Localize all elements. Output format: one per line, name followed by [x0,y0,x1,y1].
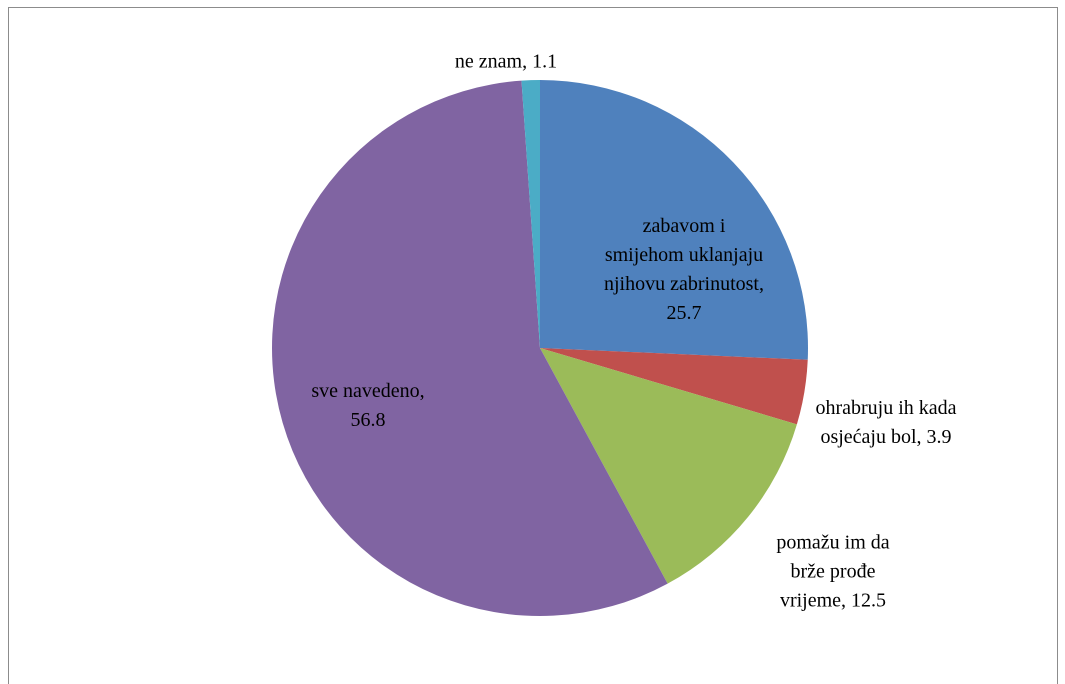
label-category: pomažu im da brže prođe vrijeme [776,531,890,612]
data-label: pomažu im da brže prođe vrijeme, 12.5 [766,529,901,616]
data-label: ne znam, 1.1 [455,48,557,77]
label-value: 3.9 [926,426,952,448]
pie-slice [540,348,808,425]
label-separator: , [522,50,533,73]
label-value: 25.7 [666,302,702,324]
data-label: ohrabruju ih kada osjećaju bol, 3.9 [811,394,961,452]
pie-slice [540,80,808,360]
label-category: sve navedeno [311,380,420,402]
pie-slice [540,348,797,584]
label-category: ne znam [454,50,523,73]
label-value: 56.8 [350,409,386,431]
pie-slice [521,80,540,348]
data-label: sve navedeno, 56.8 [293,377,443,435]
label-separator: , [758,273,769,295]
pie-slice [271,80,668,617]
label-separator: , [419,380,430,402]
label-separator: , [916,426,927,448]
label-value: 12.5 [851,589,887,612]
label-category: zabavom i smijehom uklanjaju njihovu zab… [604,215,764,295]
label-value: 1.1 [532,50,558,73]
label-category: ohrabruju ih kada osjećaju bol [815,397,957,448]
data-label: zabavom i smijehom uklanjaju njihovu zab… [604,212,764,328]
label-separator: , [841,589,852,612]
